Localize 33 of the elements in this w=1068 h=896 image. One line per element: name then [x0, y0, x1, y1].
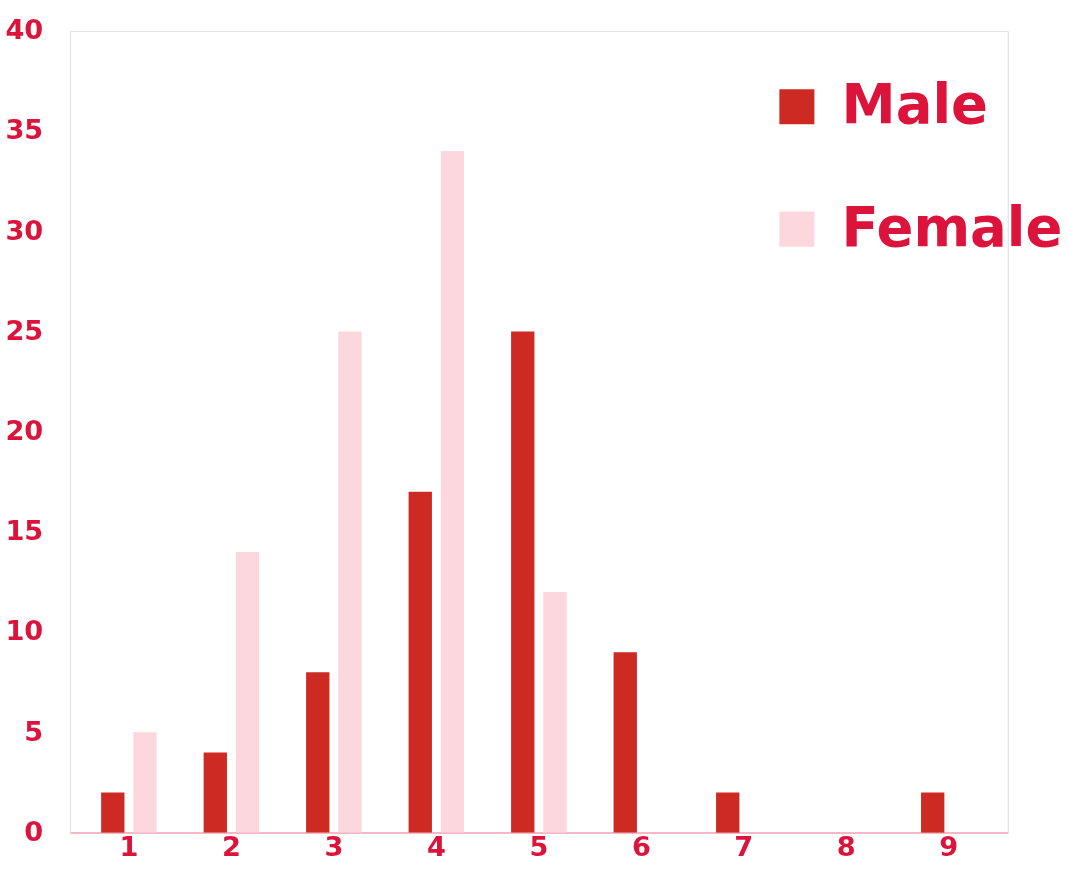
y-tick-label: 5 — [24, 715, 44, 747]
x-tick-label: 3 — [324, 831, 344, 863]
x-tick-label: 9 — [939, 831, 959, 863]
x-tick-label: 1 — [119, 831, 139, 863]
x-tick-label: 5 — [529, 831, 549, 863]
y-tick-label: 20 — [5, 414, 44, 446]
bar — [613, 652, 637, 833]
bar — [235, 551, 260, 833]
bar — [203, 752, 227, 833]
bar — [440, 151, 465, 833]
bar — [921, 792, 945, 833]
y-tick-label: 15 — [5, 515, 44, 547]
y-tick-label: 25 — [5, 314, 44, 346]
x-tick-label: 8 — [836, 831, 856, 863]
y-tick-label: 30 — [5, 214, 44, 246]
y-tick-label: 10 — [5, 615, 44, 647]
bar — [716, 792, 740, 833]
bar — [543, 592, 567, 833]
x-tick-label: 2 — [221, 831, 241, 863]
x-tick-label: 7 — [734, 831, 754, 863]
bar — [408, 491, 432, 833]
x-tick-label: 4 — [426, 831, 446, 863]
y-tick-label: 0 — [24, 815, 44, 847]
x-tick-label: 6 — [631, 831, 651, 863]
legend-label: Female — [841, 194, 1063, 259]
legend-label: Male — [841, 72, 988, 137]
y-tick-label: 40 — [5, 14, 44, 46]
bar — [133, 732, 157, 833]
bar — [101, 792, 125, 833]
bar — [511, 331, 535, 833]
bar — [306, 672, 330, 833]
y-tick-label: 35 — [5, 114, 44, 146]
bar — [338, 331, 362, 833]
